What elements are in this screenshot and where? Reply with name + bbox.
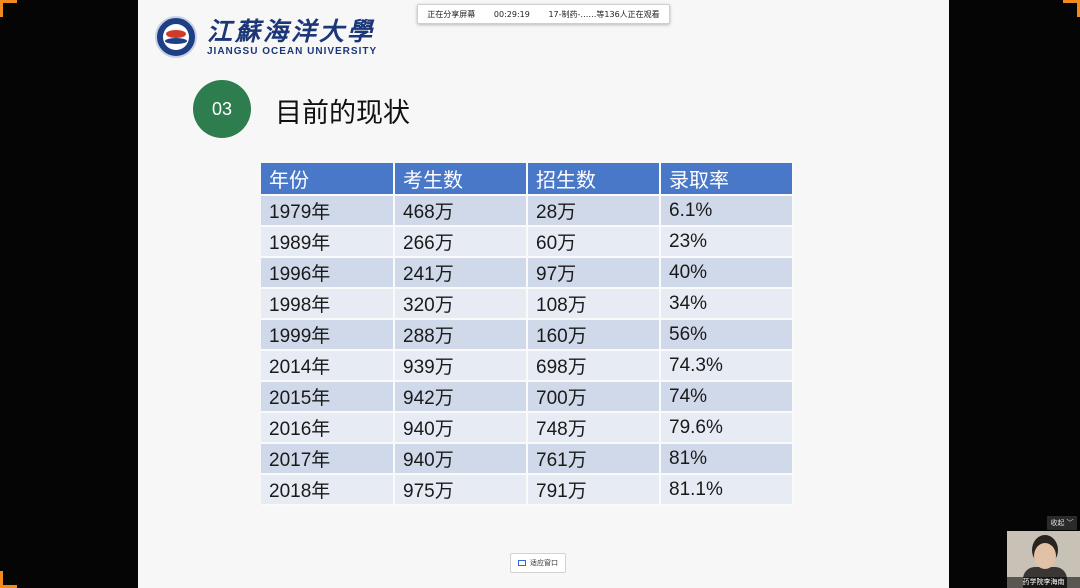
cell-year: 2017年: [261, 443, 395, 475]
table-row: 1996年 241万 97万 40%: [261, 257, 794, 289]
cell-year: 1979年: [261, 195, 395, 227]
header-rate: 录取率: [660, 163, 794, 196]
share-frame-corner-bottom-left: [0, 571, 17, 588]
table-body: 1979年 468万 28万 6.1% 1989年 266万 60万 23% 1996年 241万…: [261, 195, 794, 506]
cell-applicants: 940万: [394, 443, 528, 475]
table-row: 1979年 468万 28万 6.1%: [261, 195, 794, 227]
cell-admitted: 748万: [527, 412, 661, 444]
cell-applicants: 241万: [394, 257, 528, 289]
header-admitted: 招生数: [527, 163, 661, 196]
section-title: 目前的现状: [275, 98, 410, 129]
cell-rate: 40%: [660, 257, 794, 289]
cell-rate: 74%: [660, 381, 794, 413]
cell-rate: 74.3%: [660, 350, 794, 382]
share-status-text: 正在分享屏幕: [427, 9, 476, 19]
cell-admitted: 791万: [527, 474, 661, 506]
cell-rate: 56%: [660, 319, 794, 351]
table-row: 1998年 320万 108万 34%: [261, 288, 794, 320]
cell-rate: 81%: [660, 443, 794, 475]
table-row: 2015年 942万 700万 74%: [261, 381, 794, 413]
share-frame-corner-top-right: [1063, 0, 1080, 17]
university-name-cn: 江蘇海洋大學: [207, 16, 376, 46]
fit-window-label: 适应窗口: [530, 559, 558, 567]
cell-rate: 81.1%: [660, 474, 794, 506]
cell-year: 1999年: [261, 319, 395, 351]
cell-year: 2015年: [261, 381, 395, 413]
participant-head: [1034, 543, 1056, 569]
cell-year: 2016年: [261, 412, 395, 444]
section-number-badge: 03: [193, 80, 251, 138]
cell-year: 1998年: [261, 288, 395, 320]
cell-admitted: 108万: [527, 288, 661, 320]
cell-applicants: 939万: [394, 350, 528, 382]
cell-applicants: 940万: [394, 412, 528, 444]
share-frame-corner-top-left: [0, 0, 17, 17]
share-viewers-text: 17-制药-……等136人正在观看: [548, 9, 660, 19]
screen-share-status-bar[interactable]: 正在分享屏幕 00:29:19 17-制药-……等136人正在观看: [417, 4, 670, 24]
cell-admitted: 698万: [527, 350, 661, 382]
cell-applicants: 320万: [394, 288, 528, 320]
cell-admitted: 60万: [527, 226, 661, 258]
table-row: 1999年 288万 160万 56%: [261, 319, 794, 351]
university-logo: 江蘇海洋大學 JIANGSU OCEAN UNIVERSITY: [155, 16, 377, 58]
cell-year: 2018年: [261, 474, 395, 506]
cell-year: 2014年: [261, 350, 395, 382]
cell-admitted: 160万: [527, 319, 661, 351]
table-row: 1989年 266万 60万 23%: [261, 226, 794, 258]
collapse-label: 收起: [1050, 519, 1065, 527]
cell-admitted: 97万: [527, 257, 661, 289]
collapse-button[interactable]: 收起 ﹀: [1047, 516, 1077, 530]
cell-year: 1989年: [261, 226, 395, 258]
cell-rate: 23%: [660, 226, 794, 258]
cell-applicants: 288万: [394, 319, 528, 351]
cell-applicants: 942万: [394, 381, 528, 413]
shared-screen: 江蘇海洋大學 JIANGSU OCEAN UNIVERSITY 03 目前的现状…: [138, 0, 949, 588]
admission-table: 年份 考生数 招生数 录取率 1979年 468万 28万 6.1% 1989年 266万…: [261, 163, 794, 506]
table-header-row: 年份 考生数 招生数 录取率: [261, 163, 794, 196]
university-seal-icon: [155, 16, 197, 58]
table-row: 2018年 975万 791万 81.1%: [261, 474, 794, 506]
cell-applicants: 266万: [394, 226, 528, 258]
cell-admitted: 28万: [527, 195, 661, 227]
participant-video-tile[interactable]: 药学院李海南: [1007, 531, 1080, 588]
window-icon: [518, 560, 526, 566]
table-row: 2017年 940万 761万 81%: [261, 443, 794, 475]
fit-window-button[interactable]: 适应窗口: [510, 553, 566, 573]
cell-rate: 79.6%: [660, 412, 794, 444]
cell-applicants: 468万: [394, 195, 528, 227]
cell-rate: 6.1%: [660, 195, 794, 227]
cell-year: 1996年: [261, 257, 395, 289]
header-applicants: 考生数: [394, 163, 528, 196]
header-year: 年份: [261, 163, 395, 196]
cell-admitted: 761万: [527, 443, 661, 475]
cell-rate: 34%: [660, 288, 794, 320]
table-row: 2014年 939万 698万 74.3%: [261, 350, 794, 382]
cell-applicants: 975万: [394, 474, 528, 506]
participant-name: 药学院李海南: [1007, 577, 1080, 588]
cell-admitted: 700万: [527, 381, 661, 413]
chevron-down-icon: ﹀: [1066, 519, 1074, 527]
table-row: 2016年 940万 748万 79.6%: [261, 412, 794, 444]
university-name-en: JIANGSU OCEAN UNIVERSITY: [207, 45, 378, 57]
share-elapsed-time: 00:29:19: [493, 9, 530, 19]
